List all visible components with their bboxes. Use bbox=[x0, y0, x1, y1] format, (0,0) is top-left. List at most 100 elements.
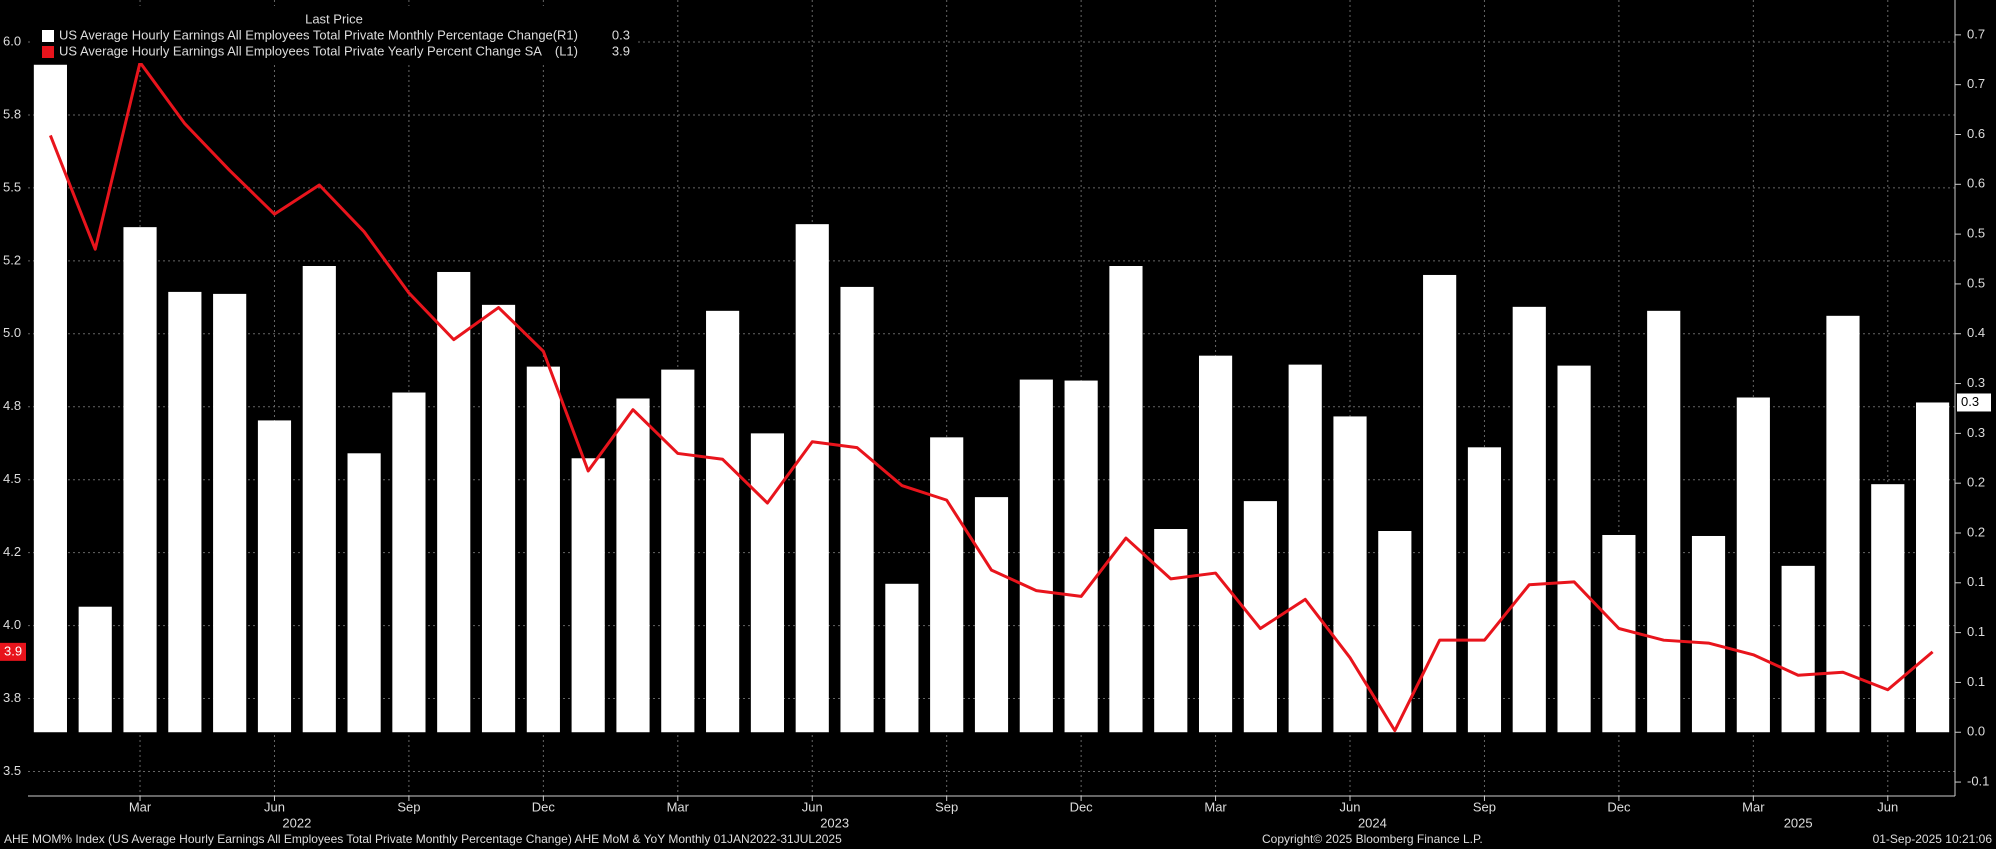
y-tick-label: 5.0 bbox=[3, 325, 21, 340]
y-tick-label: 5.8 bbox=[3, 106, 21, 121]
bar bbox=[1243, 501, 1277, 733]
last-value-label: 0.3 bbox=[1961, 394, 1979, 409]
y-tick-label: 4.8 bbox=[3, 398, 21, 413]
bar bbox=[1736, 397, 1770, 733]
bar bbox=[33, 64, 67, 733]
bar bbox=[1557, 365, 1591, 733]
legend-axis-tag: (L1) bbox=[555, 43, 578, 58]
y2-tick-label: 0.1 bbox=[1967, 574, 1985, 589]
legend-last-value: 3.9 bbox=[612, 43, 630, 58]
bar bbox=[750, 433, 785, 733]
bar bbox=[78, 606, 112, 733]
bar bbox=[1871, 484, 1905, 733]
legend-title: Last Price bbox=[305, 11, 363, 26]
y2-tick-label: 0.1 bbox=[1967, 674, 1985, 689]
bar bbox=[1288, 364, 1322, 733]
y-tick-label: 3.5 bbox=[3, 763, 21, 778]
x-tick-label: Jun bbox=[1340, 799, 1361, 814]
last-value-tag bbox=[1957, 393, 1991, 412]
bar bbox=[1198, 355, 1233, 733]
bar bbox=[1691, 535, 1726, 733]
y-tick-label: 5.5 bbox=[3, 179, 21, 194]
footer-right: 01-Sep-2025 10:21:06 bbox=[1873, 832, 1993, 846]
bar bbox=[213, 293, 247, 733]
y2-tick-label: 0.3 bbox=[1967, 425, 1985, 440]
legend-swatch bbox=[42, 30, 54, 42]
y-tick-label: 6.0 bbox=[3, 33, 21, 48]
bar bbox=[974, 497, 1009, 733]
bar bbox=[526, 366, 560, 733]
bar bbox=[1378, 530, 1412, 733]
bar bbox=[1333, 416, 1367, 733]
line bbox=[49, 60, 1934, 733]
legend-box bbox=[32, 6, 636, 63]
bar bbox=[1512, 306, 1546, 733]
x-year-label: 2024 bbox=[1358, 815, 1387, 830]
bar bbox=[930, 437, 964, 733]
x-tick-label: Dec bbox=[1607, 799, 1631, 814]
bar bbox=[257, 420, 292, 733]
bar bbox=[392, 392, 426, 733]
bar bbox=[481, 304, 516, 733]
bar bbox=[1916, 402, 1950, 733]
y-tick-label: 3.8 bbox=[3, 690, 21, 705]
bar bbox=[168, 291, 202, 733]
y2-tick-label: 0.2 bbox=[1967, 524, 1985, 539]
bar bbox=[840, 286, 874, 733]
x-tick-label: Jun bbox=[1877, 799, 1898, 814]
bar bbox=[1781, 565, 1815, 733]
last-value-tag bbox=[0, 642, 26, 661]
y2-tick-label: 0.2 bbox=[1967, 475, 1985, 490]
footer-center: Copyright© 2025 Bloomberg Finance L.P. bbox=[1262, 832, 1483, 846]
x-tick-label: Jun bbox=[802, 799, 823, 814]
x-tick-label: Sep bbox=[935, 799, 958, 814]
y-tick-label: 4.5 bbox=[3, 471, 21, 486]
bar bbox=[347, 453, 381, 733]
x-tick-label: Mar bbox=[667, 799, 690, 814]
bar bbox=[571, 458, 605, 733]
y2-tick-label: 0.6 bbox=[1967, 176, 1985, 191]
footer-left: AHE MOM% Index (US Average Hourly Earnin… bbox=[4, 832, 842, 846]
y2-tick-label: 0.6 bbox=[1967, 126, 1985, 141]
last-value-label: 3.9 bbox=[4, 643, 22, 658]
y2-tick-label: 0.7 bbox=[1967, 26, 1985, 41]
x-year-label: 2023 bbox=[820, 815, 849, 830]
bar bbox=[1647, 310, 1681, 733]
bar bbox=[302, 265, 336, 733]
x-tick-label: Mar bbox=[1742, 799, 1765, 814]
bar bbox=[1467, 447, 1502, 733]
x-tick-label: Mar bbox=[129, 799, 152, 814]
legend-swatch bbox=[42, 46, 54, 58]
bar bbox=[1826, 315, 1860, 733]
y-tick-label: 5.2 bbox=[3, 252, 21, 267]
x-year-label: 2022 bbox=[282, 815, 311, 830]
x-tick-label: Sep bbox=[1473, 799, 1496, 814]
legend-last-value: 0.3 bbox=[612, 27, 630, 42]
bar bbox=[1423, 274, 1457, 733]
y-tick-label: 4.0 bbox=[3, 617, 21, 632]
y2-tick-label: -0.1 bbox=[1967, 773, 1989, 788]
legend-label: US Average Hourly Earnings All Employees… bbox=[59, 43, 542, 58]
x-tick-label: Sep bbox=[397, 799, 420, 814]
y2-tick-label: 0.1 bbox=[1967, 624, 1985, 639]
y2-tick-label: 0.7 bbox=[1967, 76, 1985, 91]
bar bbox=[1109, 265, 1143, 733]
bar bbox=[1602, 534, 1636, 733]
bar bbox=[661, 369, 695, 733]
bar bbox=[885, 583, 919, 733]
x-tick-label: Jun bbox=[264, 799, 285, 814]
bar bbox=[706, 310, 740, 733]
x-tick-label: Dec bbox=[1070, 799, 1094, 814]
legend-label: US Average Hourly Earnings All Employees… bbox=[59, 27, 553, 42]
x-tick-label: Mar bbox=[1204, 799, 1227, 814]
bar bbox=[1019, 379, 1053, 733]
bar bbox=[1154, 529, 1188, 733]
bar bbox=[795, 224, 829, 733]
x-year-label: 2025 bbox=[1784, 815, 1813, 830]
y2-tick-label: 0.3 bbox=[1967, 375, 1985, 390]
x-tick-label: Dec bbox=[532, 799, 556, 814]
y-tick-label: 4.2 bbox=[3, 544, 21, 559]
y2-tick-label: 0.5 bbox=[1967, 275, 1985, 290]
